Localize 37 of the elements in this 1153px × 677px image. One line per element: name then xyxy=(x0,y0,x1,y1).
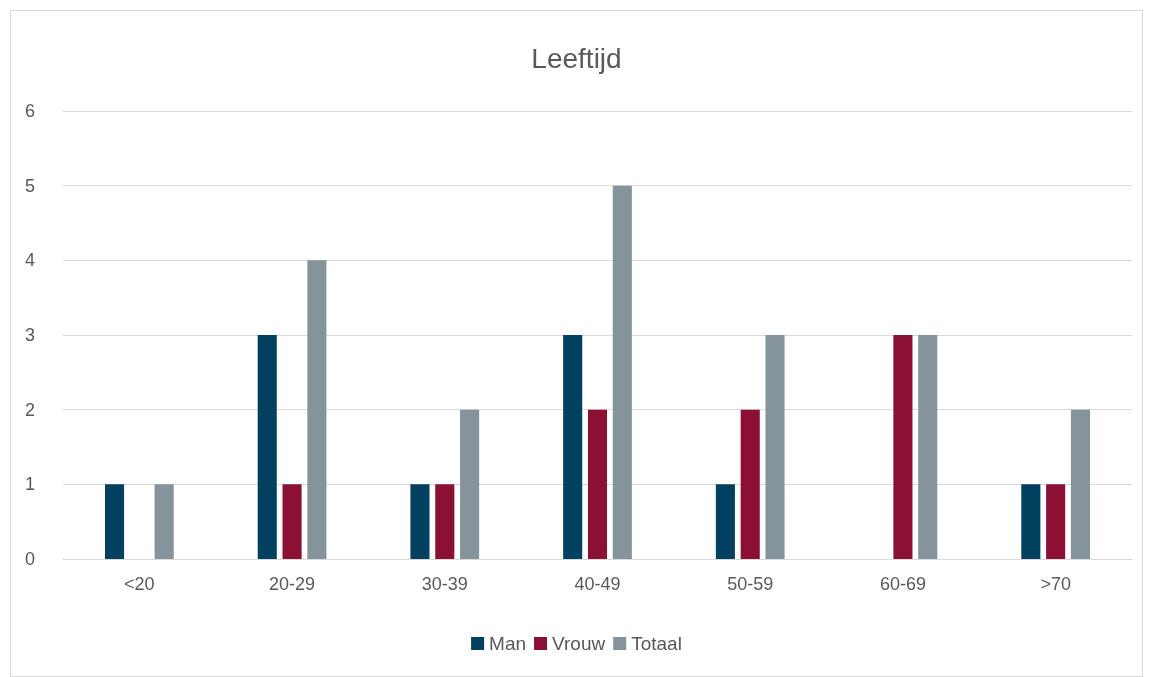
bar xyxy=(435,484,455,559)
y-tick-label: 3 xyxy=(24,325,35,345)
x-tick-label: 40-49 xyxy=(574,574,621,594)
x-tick-label: 30-39 xyxy=(421,574,468,594)
y-tick-label: 1 xyxy=(24,474,35,495)
y-tick-label: 6 xyxy=(24,101,35,121)
bar xyxy=(893,335,913,559)
x-tick-label: >70 xyxy=(1040,574,1071,594)
bar xyxy=(765,335,785,559)
bar xyxy=(918,335,938,559)
bar xyxy=(563,335,583,559)
y-tick-label: 4 xyxy=(24,250,35,271)
bar xyxy=(282,484,302,559)
x-tick-label: 20-29 xyxy=(269,574,316,594)
y-tick-label: 5 xyxy=(24,175,35,196)
bar xyxy=(715,484,735,559)
bar xyxy=(740,409,760,559)
y-tick-label: 0 xyxy=(24,549,35,569)
bar xyxy=(1070,409,1090,559)
bar xyxy=(1021,484,1041,559)
bar xyxy=(154,484,174,559)
x-tick-label: 50-59 xyxy=(727,574,774,594)
x-tick-label: 60-69 xyxy=(879,574,926,594)
bar xyxy=(612,185,632,559)
bar xyxy=(307,260,327,559)
y-tick-label: 2 xyxy=(24,399,35,420)
legend-label: Vrouw xyxy=(552,633,606,654)
bar xyxy=(460,409,480,559)
x-tick-label: <20 xyxy=(124,574,155,594)
bar xyxy=(1046,484,1066,559)
chart-title: Leeftijd xyxy=(531,42,622,74)
bar xyxy=(105,484,125,559)
legend-label: Totaal xyxy=(631,633,682,654)
bar xyxy=(257,335,277,559)
legend-label: Man xyxy=(489,633,527,654)
bar xyxy=(587,409,608,559)
bar xyxy=(410,484,430,559)
